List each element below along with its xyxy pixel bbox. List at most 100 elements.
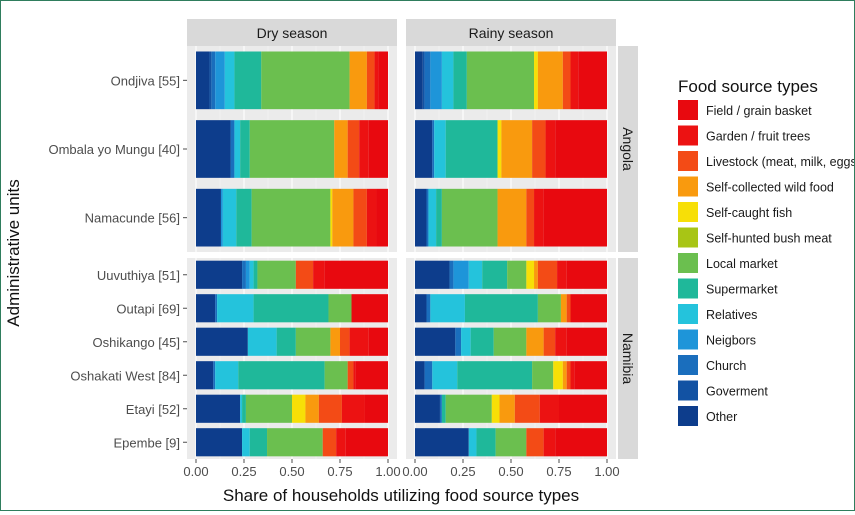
bar-segment	[570, 361, 575, 390]
x-tick-label: 0.75	[327, 464, 352, 479]
bar-segment	[495, 428, 527, 457]
bar-segment	[196, 51, 210, 110]
bar-segment	[340, 327, 350, 356]
y-tick-label: Oshikango [45]	[93, 335, 180, 350]
y-tick-label: Ombala yo Mungu [40]	[48, 142, 180, 157]
bar-segment	[566, 294, 571, 323]
bar-segment	[453, 260, 469, 289]
bar-segment	[249, 428, 268, 457]
bar-segment	[234, 120, 241, 178]
bar-segment	[336, 428, 346, 457]
legend: Food source types Field / grain basket Ga…	[678, 77, 855, 426]
bar-segment	[501, 120, 533, 178]
x-tick-label: 1.00	[594, 464, 619, 479]
bar-segment	[217, 294, 254, 323]
bar-segment	[430, 51, 442, 110]
facet-row-strip-label: Namibia	[620, 333, 636, 385]
bar-segment	[261, 51, 350, 110]
bar-segment	[424, 361, 433, 390]
bar-segment	[555, 327, 567, 356]
bar-segment	[415, 188, 427, 247]
bar-segment	[238, 361, 325, 390]
bar-segment	[240, 394, 243, 423]
bar-segment	[341, 394, 365, 423]
legend-swatch	[678, 100, 698, 120]
bar-segment	[432, 120, 435, 178]
bar-segment	[432, 361, 458, 390]
bar-segment	[415, 260, 450, 289]
bar-segment	[213, 361, 216, 390]
bar-segment	[578, 51, 607, 110]
bar-segment	[415, 294, 427, 323]
bar-segment	[566, 327, 607, 356]
bar-segment	[555, 428, 607, 457]
y-tick-label: Outapi [69]	[116, 301, 180, 316]
bar-segment	[245, 260, 250, 289]
legend-swatch	[678, 227, 698, 248]
bar-segment	[295, 327, 331, 356]
x-axis-label: Share of households utilizing food sourc…	[223, 486, 579, 505]
bar-segment	[537, 260, 558, 289]
bar-segment	[422, 51, 425, 110]
legend-swatch	[678, 253, 698, 273]
bar-segment	[234, 51, 262, 110]
bar-segment	[426, 294, 431, 323]
x-tick-label: 0.75	[546, 464, 571, 479]
bar-segment	[364, 394, 388, 423]
bar-segment	[267, 428, 323, 457]
legend-label: Self-caught fish	[706, 206, 792, 220]
bar-segment	[322, 428, 337, 457]
bar-segment	[215, 51, 225, 110]
bar-segment	[196, 188, 221, 247]
bar-segment	[359, 120, 369, 178]
bar-segment	[355, 361, 388, 390]
y-tick-label: Etayi [52]	[126, 402, 180, 417]
legend-label: Local market	[706, 257, 778, 271]
bar-segment	[499, 394, 515, 423]
legend-swatch	[678, 355, 698, 375]
bar-segment	[366, 188, 377, 247]
bar-segment	[482, 260, 508, 289]
bar-segment	[441, 51, 454, 110]
bar-segment	[196, 294, 216, 323]
bar-segment	[532, 361, 554, 390]
bar-segment	[466, 51, 535, 110]
bar-segment	[332, 188, 354, 247]
bar-segment	[493, 327, 527, 356]
bar-segment	[211, 51, 216, 110]
legend-label: Goverment	[706, 385, 768, 399]
bar-segment	[366, 51, 375, 110]
bar-segment	[455, 327, 462, 356]
y-tick-label: Ondjiva [55]	[111, 73, 180, 88]
legend-label: Livestock (meat, milk, eggs)	[706, 155, 854, 169]
x-tick-label: 0.25	[231, 464, 256, 479]
bar-segment	[330, 188, 333, 247]
x-tick-label: 0.25	[450, 464, 475, 479]
x-tick-label: 0.00	[402, 464, 427, 479]
bar-segment	[507, 260, 527, 289]
bar-segment	[247, 327, 277, 356]
bar-segment	[253, 260, 258, 289]
facet-strip-0	[187, 19, 397, 46]
bar-segment	[368, 120, 388, 178]
bar-segment	[566, 361, 571, 390]
bar-segment	[415, 120, 433, 178]
legend-swatch	[678, 329, 698, 350]
x-tick-label: 1.00	[375, 464, 400, 479]
x-tick-label: 0.00	[183, 464, 208, 479]
bar-segment	[249, 260, 254, 289]
legend-swatch	[678, 304, 698, 324]
bar-segment	[476, 428, 496, 457]
bar-segment	[534, 51, 538, 110]
legend-label: Relatives	[706, 308, 757, 322]
legend-swatch	[678, 151, 698, 171]
y-tick-label: Namacunde [56]	[85, 211, 180, 226]
legend-swatch	[678, 125, 698, 146]
legend-swatch	[678, 278, 698, 299]
bar-segment	[441, 394, 446, 423]
bar-segment	[324, 260, 388, 289]
bar-segment	[196, 327, 248, 356]
x-tick-label: 0.50	[498, 464, 523, 479]
